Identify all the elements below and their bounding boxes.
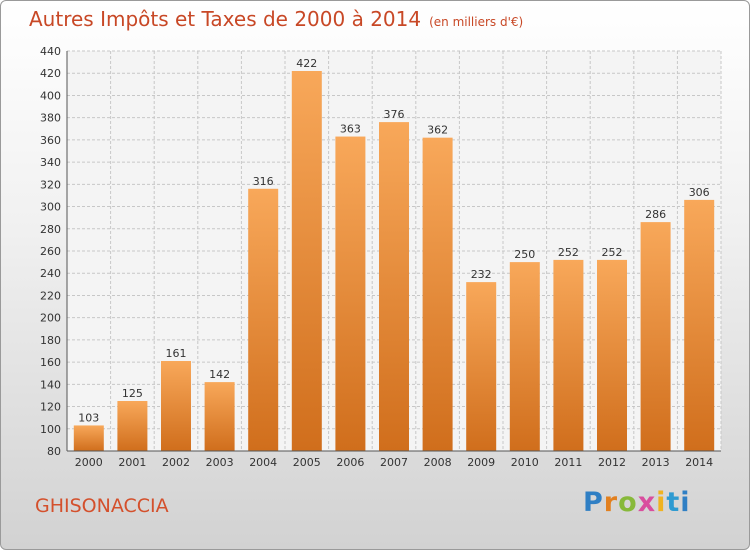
bar [640, 222, 671, 451]
bar-value-label: 363 [340, 123, 361, 136]
bar [466, 282, 497, 451]
x-tick-label: 2007 [380, 456, 408, 469]
chart-subtitle: (en milliers d'€) [429, 15, 524, 29]
logo-letter: o [618, 487, 638, 518]
y-tick-label: 380 [40, 112, 61, 125]
x-tick-label: 2012 [598, 456, 626, 469]
y-tick-label: 300 [40, 201, 61, 214]
logo-letter: i [680, 487, 691, 518]
bar-value-label: 103 [78, 411, 99, 424]
x-tick-label: 2001 [118, 456, 146, 469]
x-tick-label: 2003 [206, 456, 234, 469]
y-tick-label: 220 [40, 289, 61, 302]
bar-value-label: 376 [384, 108, 405, 121]
logo-letter: r [603, 487, 619, 518]
bar-value-label: 232 [471, 268, 492, 281]
x-tick-label: 2009 [467, 456, 495, 469]
bar-value-label: 252 [558, 246, 579, 259]
y-tick-label: 240 [40, 267, 61, 280]
x-tick-label: 2010 [511, 456, 539, 469]
y-tick-label: 440 [40, 45, 61, 58]
bar [117, 401, 148, 451]
x-tick-label: 2005 [293, 456, 321, 469]
bar [684, 199, 715, 451]
bar [291, 71, 322, 451]
y-tick-label: 100 [40, 423, 61, 436]
y-tick-label: 120 [40, 401, 61, 414]
bar-value-label: 422 [296, 57, 317, 70]
bar [248, 188, 279, 451]
commune-name: GHISONACCIA [35, 495, 169, 517]
x-tick-label: 2008 [424, 456, 452, 469]
y-tick-label: 180 [40, 334, 61, 347]
bar [335, 136, 366, 452]
bar [379, 122, 409, 451]
y-tick-label: 160 [40, 356, 61, 369]
bar-value-label: 316 [253, 175, 274, 188]
y-tick-label: 360 [40, 134, 61, 147]
y-tick-label: 140 [40, 378, 61, 391]
y-tick-label: 80 [47, 445, 61, 458]
x-tick-label: 2004 [249, 456, 277, 469]
title-line: Autres Impôts et Taxes de 2000 à 2014 (en… [29, 7, 523, 31]
x-tick-label: 2011 [554, 456, 582, 469]
bar-value-label: 286 [645, 208, 666, 221]
x-tick-label: 2002 [162, 456, 190, 469]
proxiti-logo[interactable]: Proxiti [583, 487, 691, 518]
bar-value-label: 125 [122, 387, 143, 400]
x-tick-label: 2013 [642, 456, 670, 469]
y-tick-label: 280 [40, 223, 61, 236]
chart-title: Autres Impôts et Taxes de 2000 à 2014 [29, 7, 422, 31]
x-tick-label: 2006 [336, 456, 364, 469]
bar [161, 361, 191, 451]
bar-value-label: 252 [602, 246, 623, 259]
bar-value-label: 362 [427, 124, 448, 137]
logo-letter: i [656, 487, 667, 518]
x-tick-label: 2000 [75, 456, 103, 469]
y-tick-label: 260 [40, 245, 61, 258]
y-tick-label: 400 [40, 89, 61, 102]
x-tick-label: 2014 [685, 456, 713, 469]
bar [553, 259, 584, 451]
bar-value-label: 250 [514, 248, 535, 261]
bar-value-label: 306 [689, 186, 710, 199]
bar-value-label: 161 [166, 347, 187, 360]
logo-letter: P [583, 487, 604, 518]
y-tick-label: 340 [40, 156, 61, 169]
bar [73, 425, 104, 451]
y-tick-label: 200 [40, 312, 61, 325]
bar-value-label: 142 [209, 368, 230, 381]
logo-letter: t [666, 487, 681, 518]
bar [422, 137, 453, 451]
y-tick-label: 320 [40, 178, 61, 191]
logo-letter: x [637, 487, 657, 518]
bar [509, 262, 540, 451]
bar [597, 259, 627, 451]
y-tick-label: 420 [40, 67, 61, 80]
bar [204, 382, 235, 451]
